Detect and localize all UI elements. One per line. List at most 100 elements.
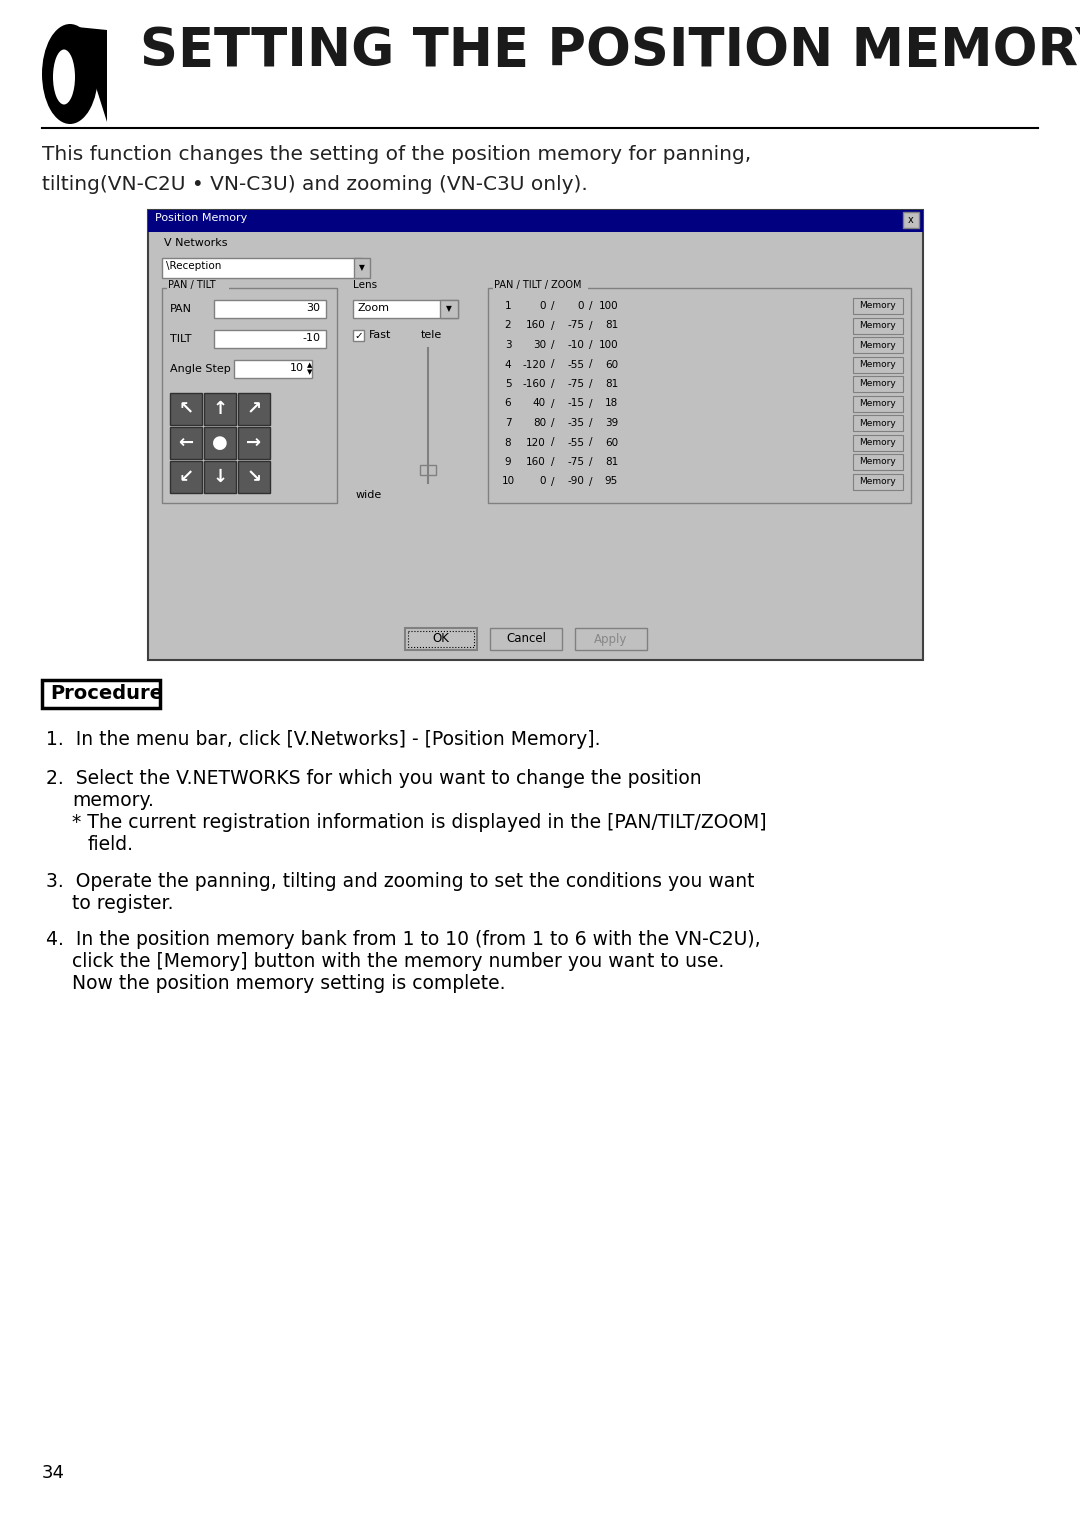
Text: ▼: ▼ [307,370,312,374]
Text: ↖: ↖ [178,400,193,417]
Text: 95: 95 [605,477,618,486]
Text: /: / [590,437,593,448]
Bar [853,337,903,353]
Text: /: / [551,301,555,311]
Bar [853,298,903,314]
Bar [492,287,588,301]
Text: /: / [590,477,593,486]
Text: -120: -120 [523,359,546,370]
Text: * The current registration information is displayed in the [PAN/TILT/ZOOM]: * The current registration information i… [72,813,767,831]
Text: ↗: ↗ [246,400,261,417]
Text: 30: 30 [306,304,320,313]
Bar [903,212,919,229]
Bar [170,393,202,425]
Text: /: / [590,399,593,408]
Ellipse shape [42,25,98,124]
Text: 100: 100 [598,301,618,311]
Text: /: / [551,359,555,370]
Text: /: / [551,457,555,466]
Text: Memory: Memory [860,477,896,486]
Bar [420,465,436,476]
Text: /: / [590,417,593,428]
Bar [238,393,270,425]
Text: Zoom: Zoom [357,304,390,313]
Text: Fast: Fast [369,330,391,341]
Text: ✓: ✓ [354,331,363,341]
Text: 3.  Operate the panning, tilting and zooming to set the conditions you want: 3. Operate the panning, tilting and zoom… [46,871,755,891]
Text: Memory: Memory [860,457,896,466]
Text: tilting(VN-C2U • VN-C3U) and zooming (VN-C3U only).: tilting(VN-C2U • VN-C3U) and zooming (VN… [42,175,588,193]
Bar [853,356,903,373]
Text: 80: 80 [532,417,546,428]
Text: /: / [551,477,555,486]
Text: 9: 9 [504,457,511,466]
Text: Apply: Apply [594,632,627,646]
Text: ▼: ▼ [359,264,365,273]
Text: /: / [590,359,593,370]
Text: /: / [590,379,593,390]
Text: Procedure: Procedure [50,684,163,703]
Text: 30: 30 [532,341,546,350]
Text: -35: -35 [567,417,584,428]
Text: 1.  In the menu bar, click [V.Networks] - [Position Memory].: 1. In the menu bar, click [V.Networks] -… [46,730,600,749]
Bar [440,301,458,318]
Text: Position Memory: Position Memory [156,213,247,222]
Text: 60: 60 [605,437,618,448]
Text: 81: 81 [605,457,618,466]
Text: Cancel: Cancel [507,632,546,646]
Text: 0: 0 [578,301,584,311]
Text: 10: 10 [291,364,303,373]
Text: Memory: Memory [860,341,896,350]
Bar [853,396,903,411]
Text: 2.  Select the V.NETWORKS for which you want to change the position: 2. Select the V.NETWORKS for which you w… [46,769,702,788]
Bar [853,416,903,431]
Text: 81: 81 [605,379,618,390]
Text: 60: 60 [605,359,618,370]
Text: OK: OK [433,632,449,646]
Text: 2: 2 [504,321,511,330]
Bar [853,318,903,333]
Text: TILT: TILT [170,334,191,344]
Bar [853,434,903,451]
Text: click the [Memory] button with the memory number you want to use.: click the [Memory] button with the memor… [72,953,725,971]
Text: 160: 160 [526,321,546,330]
Text: 0: 0 [540,301,546,311]
Text: V Networks: V Networks [164,238,228,249]
Text: Memory: Memory [860,439,896,446]
Text: /: / [590,321,593,330]
Text: 4.  In the position memory bank from 1 to 10 (from 1 to 6 with the VN-C2U),: 4. In the position memory bank from 1 to… [46,930,760,950]
Polygon shape [77,28,107,123]
Bar [170,462,202,492]
Bar [853,454,903,469]
Text: /: / [551,321,555,330]
Text: /: / [551,437,555,448]
Text: PAN: PAN [170,304,192,314]
Text: 6: 6 [504,399,511,408]
Text: SETTING THE POSITION MEMORY: SETTING THE POSITION MEMORY [140,25,1080,77]
Text: /: / [590,301,593,311]
Bar [204,462,237,492]
Text: -75: -75 [567,379,584,390]
Text: Angle Step: Angle Step [170,364,231,374]
Text: Memory: Memory [860,379,896,388]
Bar [204,393,237,425]
Text: 120: 120 [526,437,546,448]
Text: ▼: ▼ [446,305,451,313]
Text: \Reception: \Reception [166,261,221,272]
Text: PAN / TILT: PAN / TILT [168,281,216,290]
Text: tele: tele [421,330,442,341]
Bar [167,287,229,301]
Bar [353,301,458,318]
Text: 100: 100 [598,341,618,350]
Text: memory.: memory. [72,792,153,810]
Text: This function changes the setting of the position memory for panning,: This function changes the setting of the… [42,146,752,164]
Text: ↙: ↙ [178,468,193,486]
Text: x: x [908,215,914,225]
Bar [42,680,160,709]
Bar [488,288,912,503]
Text: 81: 81 [605,321,618,330]
Text: Now the position memory setting is complete.: Now the position memory setting is compl… [72,974,505,992]
Ellipse shape [53,49,75,104]
Text: ●: ● [212,434,228,453]
Bar [204,426,237,459]
